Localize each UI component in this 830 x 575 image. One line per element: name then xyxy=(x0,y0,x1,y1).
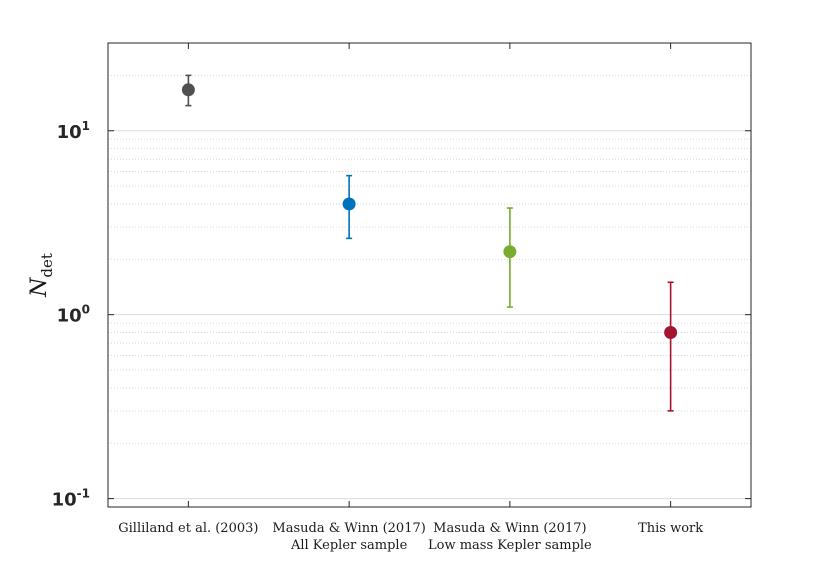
data-point xyxy=(342,197,356,211)
y-axis-label: Ndet xyxy=(27,253,56,298)
y-tick-label-exponent: -1 xyxy=(77,487,90,501)
x-tick-label-line1: Masuda & Winn (2017) xyxy=(272,521,425,536)
data-point xyxy=(181,83,195,97)
y-tick-label-base: 10 xyxy=(57,306,82,327)
x-tick-label-line1: Masuda & Winn (2017) xyxy=(433,521,586,536)
axes xyxy=(107,42,752,508)
x-tick-label-line1: Gilliland et al. (2003) xyxy=(118,521,258,536)
y-tick-label: 101 xyxy=(57,119,90,143)
y-tick-label-exponent: 0 xyxy=(82,303,90,317)
y-tick-label: 100 xyxy=(57,303,90,327)
y-tick-label-exponent: 1 xyxy=(82,119,90,133)
y-tick-label-base: 10 xyxy=(57,122,82,143)
y-tick-label-base: 10 xyxy=(52,490,77,511)
y-axis-label-subscript: det xyxy=(38,253,56,278)
grid xyxy=(108,74,751,500)
data-marks xyxy=(181,74,678,412)
data-point xyxy=(664,325,678,339)
x-tick-label-line1: This work xyxy=(638,521,703,536)
plot-frame xyxy=(107,42,752,508)
x-tick-label-line2: Low mass Kepler sample xyxy=(428,538,592,553)
data-point xyxy=(503,245,517,259)
y-tick-label: 10-1 xyxy=(52,487,90,511)
y-axis-label-main: N xyxy=(27,277,52,298)
x-tick-label-line2: All Kepler sample xyxy=(290,538,408,553)
